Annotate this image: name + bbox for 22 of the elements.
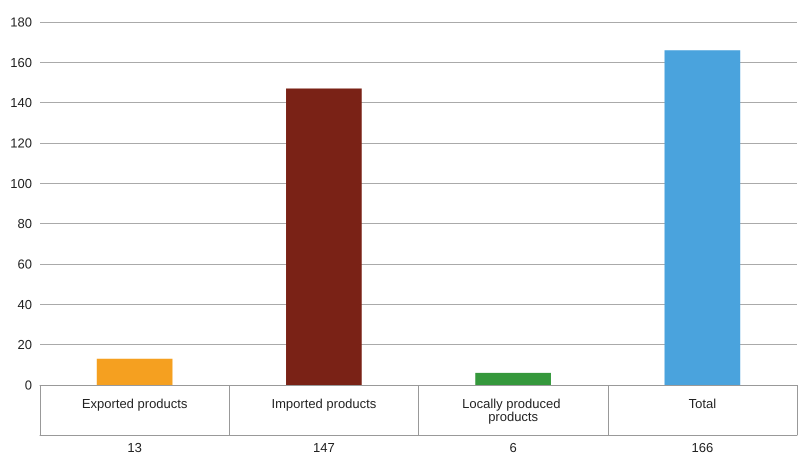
x-tick-label: Locally produced products bbox=[462, 396, 564, 424]
y-tick-label: 0 bbox=[24, 378, 32, 392]
y-tick-label: 180 bbox=[10, 14, 32, 30]
x-tick-label: Imported products bbox=[271, 396, 377, 411]
y-tick-label: 100 bbox=[10, 176, 32, 191]
data-label: 147 bbox=[313, 440, 335, 455]
data-label: 13 bbox=[127, 440, 142, 455]
y-tick-label: 160 bbox=[10, 54, 32, 70]
x-tick-label: Total bbox=[688, 396, 716, 411]
data-label: 6 bbox=[510, 440, 517, 455]
y-tick-label: 20 bbox=[18, 337, 32, 352]
bar bbox=[664, 50, 740, 385]
y-tick-label: 140 bbox=[10, 95, 32, 110]
x-tick-label: Exported products bbox=[82, 396, 188, 411]
data-label: 166 bbox=[692, 440, 714, 455]
y-tick-label: 120 bbox=[10, 136, 32, 150]
y-tick-label: 60 bbox=[18, 256, 32, 272]
bar bbox=[475, 372, 551, 385]
bar bbox=[286, 88, 362, 385]
y-tick-label: 40 bbox=[18, 296, 32, 312]
y-tick-label: 80 bbox=[18, 216, 32, 232]
bar bbox=[96, 358, 172, 385]
